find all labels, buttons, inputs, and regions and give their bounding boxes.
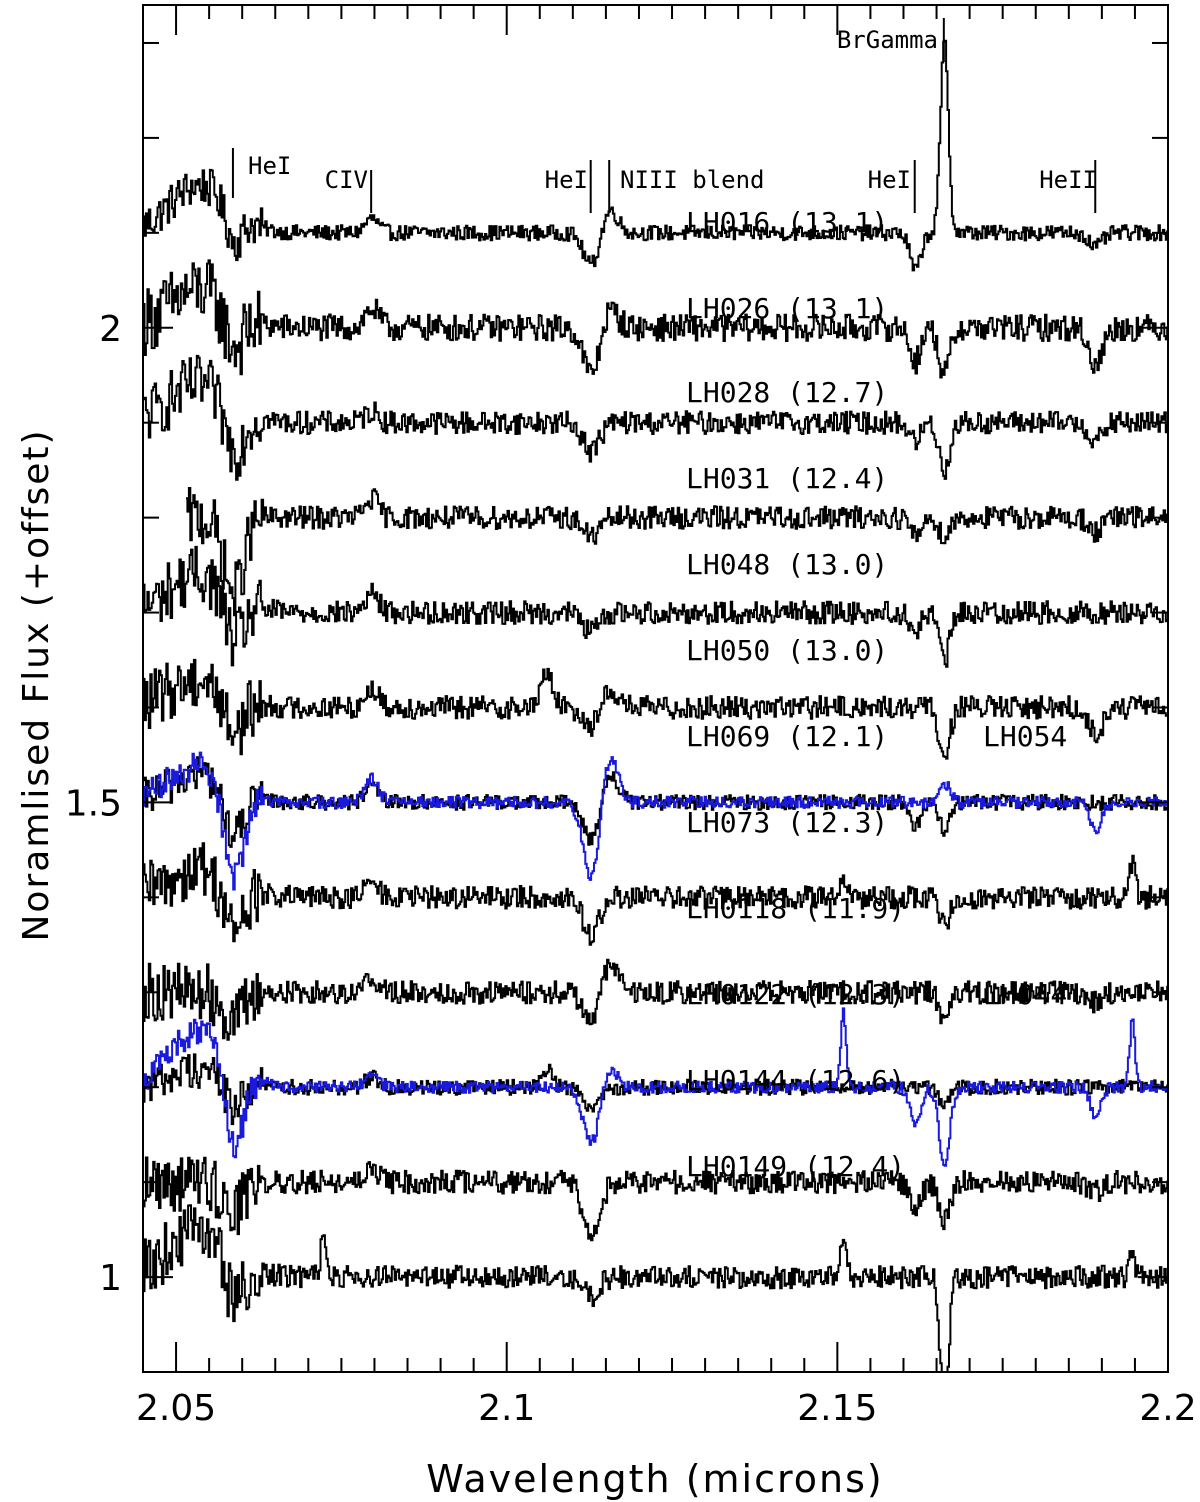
spectrum-line (186, 487, 1168, 617)
series-label: LH054 (983, 720, 1067, 753)
spectrum-line (143, 1007, 1168, 1167)
y-tick-label: 1 (99, 1258, 122, 1299)
x-tick-label: 2.1 (478, 1388, 535, 1429)
series-label: LH050 (13.0) (686, 634, 888, 667)
y-axis-label: Noramlised Flux (+offset) (16, 428, 57, 941)
series-label: LH044 (983, 978, 1067, 1011)
line-marker-label: HeI (545, 166, 588, 194)
series-label: LH0118 (11.9) (686, 892, 905, 925)
spectrum-line (143, 1156, 1168, 1242)
spectrum-line (143, 259, 1168, 379)
line-marker-label: NIII blend (620, 166, 765, 194)
axes-layer: 2.05 2.1 2.15 2.2 1 1.5 2 (65, 4, 1197, 1429)
series-label: LH026 (13.1) (686, 292, 888, 325)
x-axis-label: Wavelength (microns) (426, 1457, 884, 1501)
x-tick-label: 2.05 (136, 1388, 216, 1429)
series-label: LH0149 (12.4) (686, 1150, 905, 1183)
line-marker-label: CIV (325, 166, 368, 194)
spectrum-line (143, 354, 1168, 481)
series-label: LH0144 (12.6) (686, 1064, 905, 1097)
line-marker-label: HeI (868, 166, 911, 194)
spectrum-line (143, 751, 1168, 891)
spectrum-line (143, 39, 1168, 272)
series-label: LH031 (12.4) (686, 462, 888, 495)
series-label: LH069 (12.1) (686, 720, 888, 753)
y-tick-label: 2 (99, 309, 122, 350)
spectrum-line (143, 545, 1168, 668)
series-label: LH048 (13.0) (686, 548, 888, 581)
x-tick-label: 2.2 (1139, 1388, 1196, 1429)
series-label: LH0122 (12.3) (686, 978, 905, 1011)
series-labels: LH016 (13.1) LH026 (13.1) LH028 (12.7) LH03… (686, 206, 1067, 1183)
spectrum-line (143, 1204, 1168, 1372)
series-label: LH073 (12.3) (686, 806, 888, 839)
series-layer (143, 39, 1168, 1372)
spectrum-line (143, 842, 1168, 946)
series-label: LH016 (13.1) (686, 206, 888, 239)
plot-frame (142, 4, 1169, 1373)
line-marker-label: HeII (1039, 166, 1097, 194)
spectrum-line (143, 658, 1168, 760)
line-markers: HeI CIV HeI NIII blend HeI BrGamma HeII (231, 18, 1097, 213)
spectrum-line (143, 958, 1168, 1041)
y-tick-label: 1.5 (65, 783, 122, 824)
x-tick-label: 2.15 (797, 1388, 877, 1429)
line-marker-label: BrGamma (837, 26, 938, 54)
series-label: LH028 (12.7) (686, 376, 888, 409)
line-marker-label: HeI (248, 152, 291, 180)
